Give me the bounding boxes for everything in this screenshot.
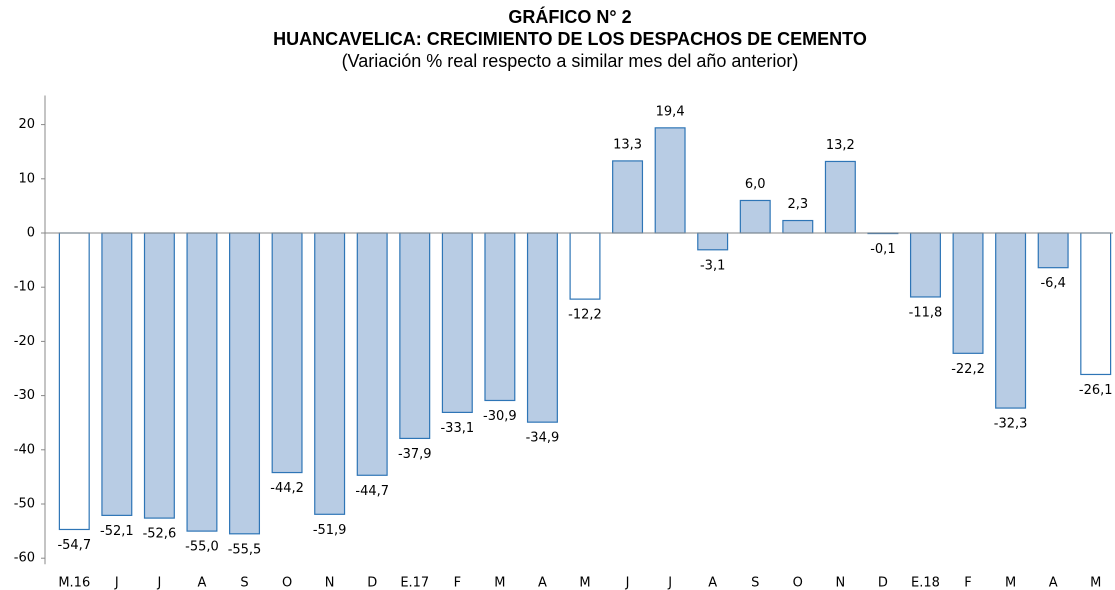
x-tick-label: D [878,576,888,590]
value-label: -32,3 [994,417,1028,432]
value-label: 13,2 [826,138,855,153]
bar [526,232,558,423]
bar [995,232,1027,409]
y-tick-label: -20 [14,334,35,349]
value-label: -52,6 [143,527,177,542]
bar [314,232,346,515]
x-tick-label: J [625,576,630,590]
value-label: -44,7 [355,484,389,499]
bar [186,232,218,532]
bar [58,232,90,531]
bar [399,232,431,440]
x-tick-label: A [538,576,547,590]
value-label: -11,8 [909,305,943,320]
bar [229,232,261,535]
x-tick-label: E.17 [400,576,429,590]
value-label: -54,7 [57,538,91,553]
x-tick-label: J [114,576,119,590]
value-label: -33,1 [440,421,474,436]
y-tick-label: -60 [14,551,35,566]
y-tick-label: -40 [14,442,35,457]
y-tick-label: 10 [18,171,35,186]
x-tick-label: M [1005,576,1016,590]
x-tick-label: M [1090,576,1101,590]
x-tick-label: M.16 [58,576,90,590]
x-tick-label: A [1049,576,1058,590]
chart-subtitle: HUANCAVELICA: CRECIMIENTO DE LOS DESPACH… [273,29,867,49]
bar [612,160,644,234]
bar [484,232,516,402]
value-label: -44,2 [270,481,304,496]
value-label: -55,5 [228,542,262,557]
value-label: -26,1 [1079,383,1113,398]
bar [909,232,941,298]
y-tick-label: 20 [18,117,35,132]
x-tick-label: M [579,576,590,590]
x-tick-label: A [198,576,207,590]
x-tick-label: O [793,576,803,590]
bar [697,232,729,251]
value-label: -3,1 [700,258,725,273]
x-tick-label: D [367,576,377,590]
x-tick-label: N [835,576,845,590]
x-tick-label: A [708,576,717,590]
value-label: -30,9 [483,409,517,424]
bar [952,232,984,354]
value-label: 13,3 [613,137,642,152]
x-tick-label: N [325,576,335,590]
value-label: -52,1 [100,524,134,539]
value-label: 2,3 [787,197,808,212]
value-label: -34,9 [526,431,560,446]
chart-title: GRÁFICO N° 2 [508,6,631,27]
value-label: -0,1 [870,242,895,257]
x-tick-label: M [494,576,505,590]
x-tick-label: J [156,576,161,590]
y-tick-label: -10 [14,280,35,295]
y-tick-label: 0 [27,226,35,241]
bar [824,160,856,234]
y-tick-label: -30 [14,388,35,403]
bar [1080,232,1112,376]
value-label: -37,9 [398,447,432,462]
x-tick-label: F [964,576,971,590]
value-label: 6,0 [745,177,766,192]
bar [1037,232,1069,269]
y-tick-label: -50 [14,497,35,512]
x-tick-label: S [240,576,248,590]
bar [356,232,388,476]
x-tick-label: F [454,576,461,590]
bar [569,232,601,300]
value-label: 19,4 [656,104,685,119]
value-label: -22,2 [951,362,985,377]
value-label: -51,9 [313,523,347,538]
chart-note: (Variación % real respecto a similar mes… [342,51,799,71]
bar [441,232,473,414]
bar [739,199,771,234]
bar [782,219,814,234]
bar [654,127,686,234]
x-tick-label: O [282,576,292,590]
x-tick-label: S [751,576,759,590]
bar [271,232,303,474]
bar [101,232,133,516]
value-label: -6,4 [1040,276,1065,291]
x-tick-label: J [667,576,672,590]
value-label: -55,0 [185,540,219,555]
x-tick-label: E.18 [911,576,940,590]
value-label: -12,2 [568,308,602,323]
bar [143,232,175,519]
